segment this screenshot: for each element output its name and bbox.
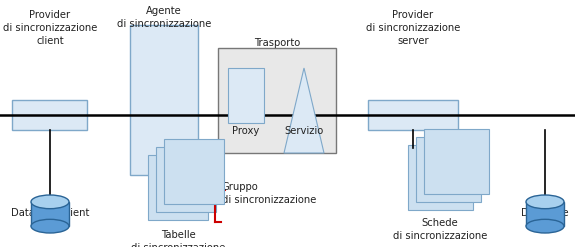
Bar bbox=[156, 147, 216, 212]
Bar bbox=[526, 202, 564, 226]
Bar bbox=[218, 48, 336, 153]
Text: Agente
di sincronizzazione: Agente di sincronizzazione bbox=[117, 6, 211, 29]
Ellipse shape bbox=[526, 195, 564, 209]
Text: Gruppo
di sincronizzazione: Gruppo di sincronizzazione bbox=[222, 182, 316, 205]
Bar bbox=[424, 129, 489, 194]
Bar bbox=[130, 25, 198, 175]
Bar bbox=[164, 139, 224, 204]
Text: Database
server: Database server bbox=[521, 208, 569, 231]
Text: Servizio: Servizio bbox=[285, 126, 324, 136]
Text: Database client: Database client bbox=[11, 208, 89, 218]
Bar bbox=[228, 68, 264, 123]
Ellipse shape bbox=[526, 219, 564, 233]
Text: Provider
di sincronizzazione
server: Provider di sincronizzazione server bbox=[366, 10, 460, 46]
Ellipse shape bbox=[31, 219, 69, 233]
Bar bbox=[368, 100, 458, 130]
Ellipse shape bbox=[31, 195, 69, 209]
Bar bbox=[31, 202, 69, 226]
Bar bbox=[416, 137, 481, 202]
Text: Proxy: Proxy bbox=[232, 126, 260, 136]
Text: Provider
di sincronizzazione
client: Provider di sincronizzazione client bbox=[3, 10, 97, 46]
Text: Trasporto: Trasporto bbox=[254, 38, 300, 48]
Bar bbox=[12, 100, 87, 130]
Bar bbox=[148, 155, 208, 220]
Bar bbox=[408, 145, 473, 210]
Polygon shape bbox=[284, 68, 324, 153]
Text: Schede
di sincronizzazione: Schede di sincronizzazione bbox=[393, 218, 487, 241]
Text: Tabelle
di sincronizzazione: Tabelle di sincronizzazione bbox=[131, 230, 225, 247]
